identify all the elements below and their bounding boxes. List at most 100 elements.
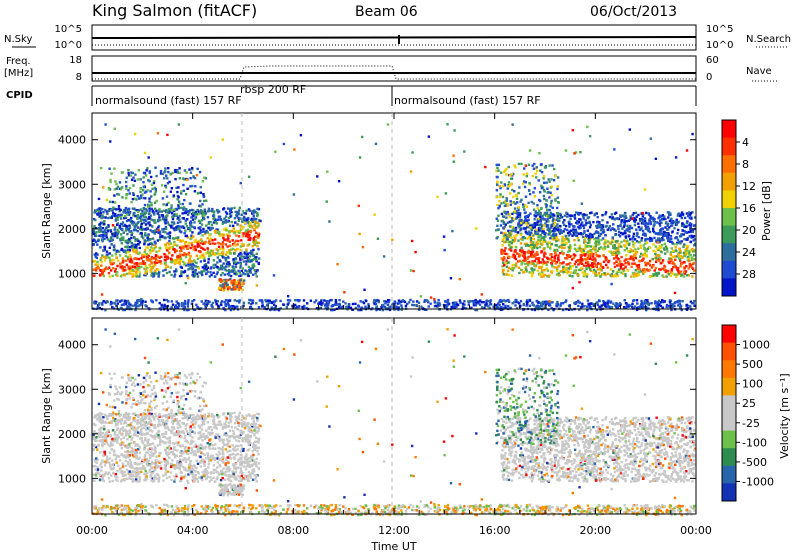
power-pixel — [135, 243, 138, 247]
power-pixel — [258, 299, 261, 302]
power-pixel — [239, 286, 242, 289]
power-pixel — [645, 237, 649, 241]
power-pixel — [139, 227, 142, 231]
power-pixel — [533, 195, 537, 198]
power-pixel — [104, 234, 107, 238]
power-pixel — [123, 302, 126, 305]
power-pixel — [539, 218, 542, 222]
power-pixel — [556, 223, 559, 226]
power-pixel — [668, 226, 671, 229]
power-pixel — [126, 299, 130, 303]
power-pixel — [681, 256, 684, 259]
power-pixel — [147, 179, 150, 182]
power-pixel — [675, 266, 678, 270]
power-pixel — [187, 209, 191, 213]
power-pixel — [555, 266, 559, 269]
power-pixel — [568, 214, 571, 217]
power-pixel — [242, 279, 246, 282]
power-pixel — [586, 221, 590, 224]
power-pixel — [661, 227, 664, 231]
power-pixel — [660, 233, 663, 236]
power-pixel — [586, 241, 590, 245]
power-pixel — [519, 268, 523, 272]
power-pixel — [484, 303, 487, 307]
power-pixel — [234, 286, 237, 289]
power-pixel — [193, 226, 196, 229]
power-pixel — [199, 205, 202, 208]
power-pixel — [667, 239, 670, 243]
power-pixel — [637, 213, 640, 217]
power-pixel — [351, 302, 355, 306]
power-pixel — [136, 229, 139, 233]
power-pixel — [538, 191, 542, 194]
power-pixel — [573, 233, 576, 237]
power-pixel — [588, 241, 591, 244]
power-pixel — [612, 253, 615, 256]
power-pixel — [203, 242, 207, 245]
power-pixel — [509, 174, 512, 177]
power-pixel — [130, 231, 134, 235]
power-pixel — [597, 271, 601, 275]
power-pixel — [193, 221, 196, 224]
power-pixel — [661, 299, 664, 302]
power-pixel — [148, 207, 151, 210]
power-pixel — [201, 242, 205, 246]
power-pixel — [182, 260, 185, 264]
power-pixel — [549, 253, 552, 256]
power-pixel — [533, 187, 536, 190]
power-pixel — [177, 123, 181, 126]
power-pixel — [608, 215, 612, 219]
power-pixel — [638, 241, 642, 244]
power-pixel — [226, 302, 230, 305]
power-pixel — [552, 222, 555, 226]
power-pixel — [109, 303, 112, 306]
power-pixel — [157, 275, 160, 278]
power-pixel — [659, 304, 663, 308]
power-pixel — [520, 246, 523, 250]
power-pixel — [155, 209, 158, 213]
power-pixel — [527, 230, 531, 233]
power-pixel — [124, 254, 128, 258]
power-pixel — [542, 218, 545, 221]
power-pixel — [192, 208, 195, 212]
power-pixel — [623, 299, 626, 302]
power-pixel — [670, 224, 673, 228]
power-pixel — [530, 272, 533, 275]
power-pixel — [661, 236, 664, 240]
power-pixel — [581, 267, 584, 271]
power-pixel — [212, 217, 215, 221]
power-pixel — [669, 253, 672, 256]
power-pixel — [194, 273, 197, 276]
power-pixel — [154, 188, 157, 191]
power-scatter — [92, 123, 697, 312]
power-pixel — [237, 210, 240, 214]
power-pixel — [446, 298, 450, 302]
power-pixel — [93, 301, 96, 304]
power-pixel — [512, 172, 515, 176]
power-pixel — [582, 251, 585, 255]
power-pixel — [538, 212, 541, 216]
power-pixel — [175, 236, 178, 240]
power-pixel — [618, 268, 621, 271]
power-pixel — [157, 213, 161, 217]
power-pixel — [136, 242, 140, 246]
power-pixel — [675, 241, 679, 245]
power-pixel — [127, 213, 131, 216]
power-pixel — [555, 239, 558, 243]
power-pixel — [181, 253, 184, 257]
power-pixel — [176, 238, 179, 241]
power-pixel — [579, 261, 583, 265]
power-pixel — [577, 273, 580, 277]
power-pixel — [207, 258, 210, 261]
power-pixel — [252, 214, 255, 217]
power-pixel — [116, 274, 119, 277]
power-pixel — [210, 227, 213, 230]
power-pixel — [606, 243, 610, 246]
power-pixel — [623, 224, 626, 227]
power-pixel — [603, 271, 606, 275]
power-pixel — [255, 252, 258, 256]
power-pixel — [663, 242, 667, 246]
power-pixel — [501, 185, 505, 188]
power-pixel — [166, 221, 170, 224]
